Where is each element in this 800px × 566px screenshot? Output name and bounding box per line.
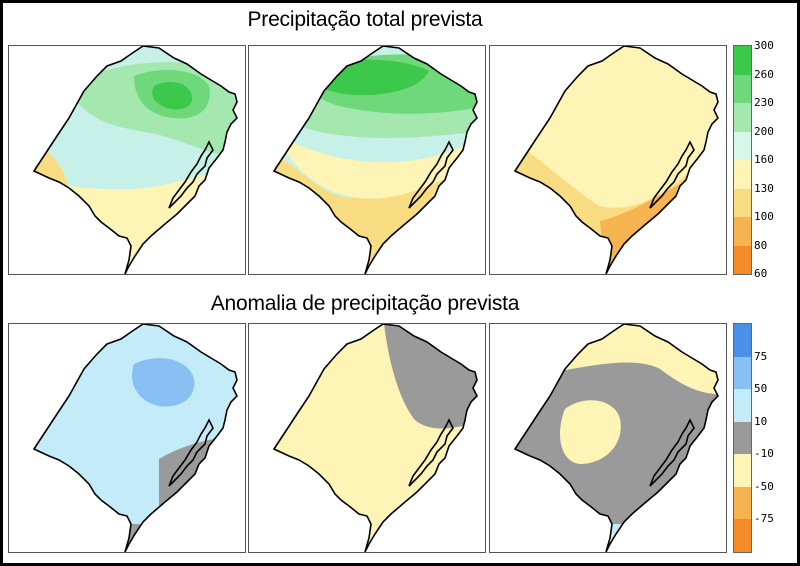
legend-tick-label: 260 bbox=[754, 67, 774, 81]
map-panel-anom-1 bbox=[8, 323, 246, 553]
legend-tick-label: 200 bbox=[754, 124, 774, 138]
legend-tick-label: 130 bbox=[754, 181, 774, 195]
legend-swatch bbox=[734, 217, 751, 246]
legend-tick-label: 230 bbox=[754, 96, 774, 109]
legend-anomaly-labels: 75 50 10 -10 -50 -75 bbox=[754, 323, 794, 551]
map-panel-anom-2 bbox=[248, 323, 486, 553]
fill-yellow-center bbox=[560, 400, 621, 464]
map-precip-1 bbox=[32, 46, 238, 274]
legend-precipitation bbox=[733, 45, 752, 275]
map-anom-2 bbox=[272, 324, 478, 552]
legend-precipitation-labels: 300 260 230 200 160 130 100 80 60 bbox=[754, 40, 794, 279]
legend-swatch bbox=[734, 324, 751, 357]
legend-tick-label: 300 bbox=[754, 39, 774, 52]
legend-tick-label: -10 bbox=[754, 447, 774, 461]
legend-tick-label: 75 bbox=[754, 349, 768, 363]
map-panel-anom-3 bbox=[489, 323, 727, 553]
fill-blue-center bbox=[131, 358, 195, 407]
legend-swatch bbox=[734, 103, 751, 132]
map-panel-precip-2 bbox=[248, 45, 486, 275]
title-total-precipitation: Precipitação total prevista bbox=[247, 8, 483, 31]
legend-tick-label: -50 bbox=[754, 479, 774, 493]
legend-tick-label: 10 bbox=[754, 414, 768, 428]
legend-tick-label: 60 bbox=[754, 267, 768, 280]
map-anom-3 bbox=[513, 324, 719, 552]
legend-swatch bbox=[734, 131, 751, 160]
legend-swatch bbox=[734, 245, 751, 274]
legend-tick-label: 100 bbox=[754, 210, 774, 223]
map-anom-1 bbox=[32, 324, 238, 552]
legend-swatch bbox=[734, 454, 751, 487]
map-precip-3 bbox=[513, 46, 719, 274]
legend-tick-label: 80 bbox=[754, 238, 768, 252]
fill-green-dark bbox=[152, 81, 193, 110]
legend-swatch bbox=[734, 160, 751, 189]
map-panel-precip-1 bbox=[8, 45, 246, 275]
fill-base bbox=[34, 324, 237, 552]
fill-aqua-north bbox=[550, 69, 569, 85]
legend-swatch bbox=[734, 74, 751, 103]
legend-swatch bbox=[734, 389, 751, 422]
legend-tick-label: 160 bbox=[754, 153, 774, 166]
legend-swatch bbox=[734, 421, 751, 455]
legend-anomaly bbox=[733, 323, 752, 553]
legend-swatch bbox=[734, 188, 751, 217]
legend-swatch bbox=[734, 46, 751, 75]
map-precip-2 bbox=[272, 46, 478, 274]
legend-swatch bbox=[734, 486, 751, 520]
fill-aqua-dot bbox=[469, 354, 477, 362]
legend-tick-label: -75 bbox=[754, 512, 774, 526]
legend-tick-label: 50 bbox=[754, 382, 768, 396]
title-precipitation-anomaly: Anomalia de precipitação prevista bbox=[210, 292, 520, 315]
legend-swatch bbox=[734, 519, 751, 552]
map-panel-precip-3 bbox=[489, 45, 727, 275]
legend-swatch bbox=[734, 356, 751, 390]
